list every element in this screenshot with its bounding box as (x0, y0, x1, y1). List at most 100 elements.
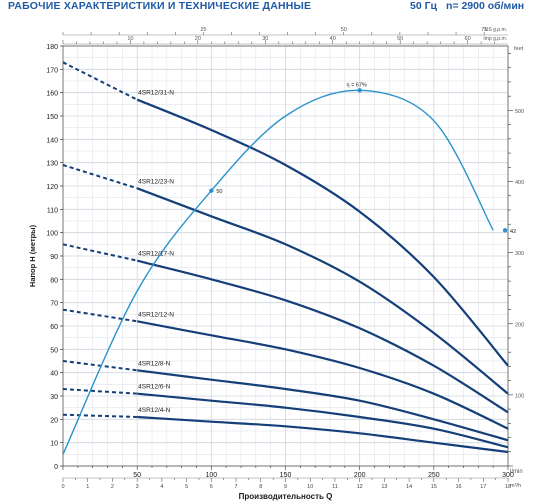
y-tick-label: 180 (46, 44, 58, 51)
frequency-label: 50 Гц (410, 0, 438, 12)
efficiency-curve (62, 89, 494, 455)
us-gpm-tick-label: 25 (200, 27, 206, 33)
x-tick-label: 250 (428, 472, 440, 479)
efficiency-curve-group: 50 η = 67% 42 (62, 82, 516, 455)
series-label: 4SR12/6-N (138, 384, 170, 391)
y-tick-label: 80 (50, 277, 58, 284)
y-tick-label: 50 (50, 347, 58, 354)
imp-gpm-tick-label: 20 (195, 36, 201, 42)
m3h-tick-label: 3 (136, 484, 139, 490)
m3h-tick-label: 1 (86, 484, 89, 490)
m3h-tick-label: 15 (431, 484, 437, 490)
y-tick-label: 40 (50, 371, 58, 378)
curve-dashed-4SR12/12-N (62, 308, 138, 323)
m3h-tick-label: 2 (111, 484, 114, 490)
curve-4SR12/8-N (137, 369, 509, 442)
feet-tick-label: 200 (515, 322, 524, 328)
curve-4SR12/31-N (136, 98, 509, 367)
y-tick-label: 90 (50, 254, 58, 261)
x-unit: l/min (510, 469, 523, 475)
imp-gpm-unit: Imp g.p.m. (483, 36, 507, 42)
series-label: 4SR12/12-N (138, 311, 174, 318)
m3h-tick-label: 16 (455, 484, 461, 490)
efficiency-marker (502, 228, 508, 233)
curve-4SR12/6-N (137, 392, 509, 449)
curve-4SR12/4-N (137, 415, 509, 454)
m3h-tick-label: 5 (185, 484, 188, 490)
m3h-tick-label: 17 (480, 484, 486, 490)
y-tick-label: 120 (46, 184, 58, 191)
x-axis-title: Производительность Q (239, 492, 333, 501)
series-label: 4SR12/4-N (138, 407, 170, 414)
series-label: 4SR12/17-N (138, 251, 174, 258)
curve-dashed-4SR12/23-N (62, 164, 138, 190)
curve-dashed-4SR12/4-N (62, 413, 138, 418)
efficiency-marker (357, 88, 362, 93)
curve-4SR12/12-N (136, 320, 509, 430)
curve-dashed-4SR12/31-N (62, 61, 138, 101)
x-tick-label: 200 (354, 472, 366, 479)
y-tick-label: 10 (50, 441, 58, 448)
feet-tick-label: 300 (515, 251, 524, 257)
y-tick-label: 160 (46, 91, 58, 98)
m3h-tick-label: 8 (259, 484, 262, 490)
m3h-unit: m³/h (510, 483, 521, 489)
efficiency-marker-label: η = 67% (346, 82, 366, 88)
series-label: 4SR12/8-N (138, 360, 170, 367)
imp-gpm-tick-label: 40 (330, 36, 336, 42)
m3h-tick-label: 9 (284, 484, 287, 490)
right-axis-unit: feet (514, 46, 524, 52)
y-tick-label: 110 (47, 207, 58, 214)
m3h-tick-label: 10 (307, 484, 313, 490)
us-gpm-unit: US g.p.m. (485, 27, 507, 33)
feet-tick-label: 500 (515, 109, 524, 115)
m3h-tick-label: 6 (210, 484, 213, 490)
x-tick-label: 150 (280, 472, 292, 479)
m3h-tick-label: 18 (505, 484, 511, 490)
curve-dashed-4SR12/6-N (62, 388, 138, 395)
speed-label: n= 2900 об/мин (446, 0, 525, 12)
curve-4SR12/23-N (136, 187, 509, 395)
y-tick-label: 170 (46, 67, 58, 74)
y-tick-label: 130 (46, 161, 58, 168)
y-tick-label: 20 (50, 417, 58, 424)
y-tick-label: 100 (46, 231, 58, 238)
y-tick-label: 150 (46, 114, 58, 121)
efficiency-marker-label: 50 (216, 189, 222, 195)
pump-curves (62, 61, 509, 454)
x-tick-label: 100 (205, 472, 217, 479)
y-tick-label: 0 (54, 464, 58, 471)
curve-dashed-4SR12/17-N (62, 243, 138, 262)
y-tick-label: 60 (50, 324, 58, 331)
y-tick-label: 30 (50, 394, 58, 401)
x-tick-label: 50 (133, 472, 141, 479)
y-axis-title: Напор H (метры) (28, 224, 37, 287)
series-label: 4SR12/23-N (138, 178, 174, 185)
efficiency-marker (209, 188, 214, 193)
grid (63, 45, 508, 467)
m3h-tick-label: 12 (357, 484, 363, 490)
m3h-tick-label: 14 (406, 484, 412, 490)
chart-heading: РАБОЧИЕ ХАРАКТЕРИСТИКИ И ТЕХНИЧЕСКИЕ ДАН… (8, 0, 312, 12)
imp-gpm-tick-label: 30 (262, 36, 268, 42)
imp-gpm-tick-label: 10 (127, 36, 133, 42)
m3h-tick-label: 4 (160, 484, 163, 490)
feet-tick-label: 100 (515, 393, 524, 399)
us-gpm-tick-label: 50 (341, 27, 347, 33)
us-gpm-tick-label: 75 (481, 27, 487, 33)
x-tick-label: 300 (502, 472, 514, 479)
labels: 4SR12/31-N 4SR12/23-N 4SR12/17-N 4SR12/12-N… (138, 90, 174, 414)
efficiency-marker-label: 42 (510, 229, 516, 235)
m3h-tick-label: 11 (332, 484, 338, 490)
feet-tick-label: 400 (515, 180, 524, 186)
series-label: 4SR12/31-N (138, 90, 174, 97)
m3h-tick-label: 13 (381, 484, 387, 490)
axes: 0102030405060708090100110120130140150160… (28, 27, 524, 501)
y-tick-label: 140 (46, 137, 58, 144)
curve-dashed-4SR12/8-N (62, 360, 138, 372)
curve-4SR12/17-N (136, 259, 509, 414)
imp-gpm-tick-label: 50 (397, 36, 403, 42)
m3h-tick-label: 0 (61, 484, 64, 490)
imp-gpm-tick-label: 60 (465, 36, 471, 42)
